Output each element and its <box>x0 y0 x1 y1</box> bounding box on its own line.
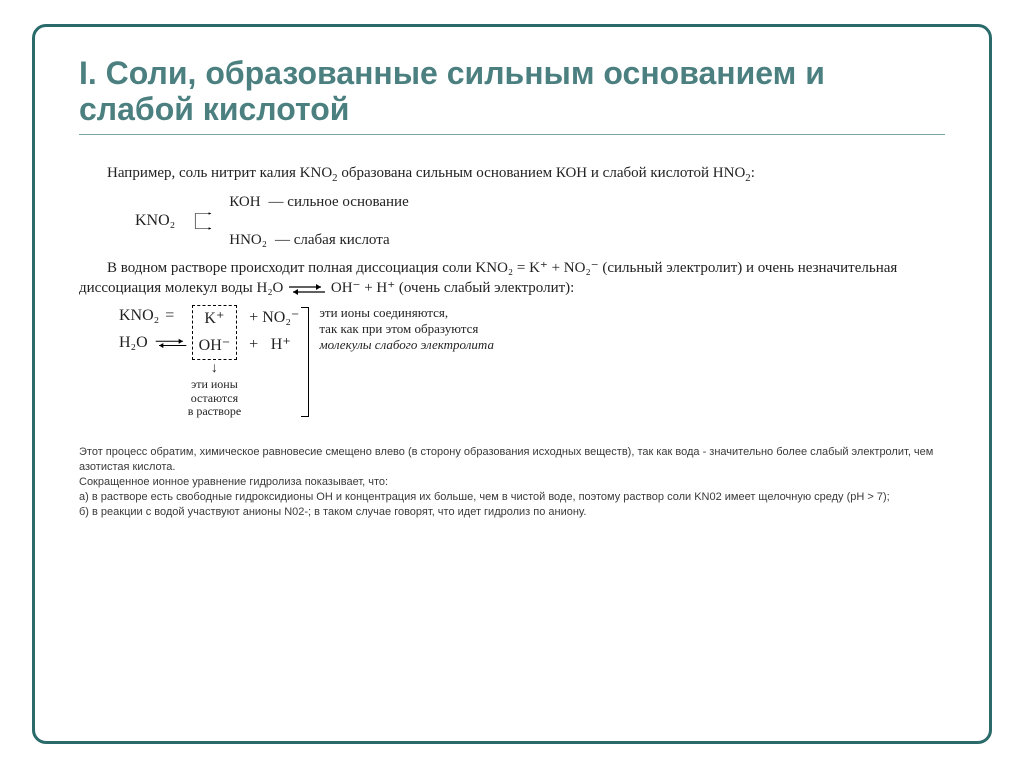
ion-k: K⁺ <box>204 308 224 330</box>
ion-col-1: K⁺ OH⁻ <box>199 308 231 357</box>
note-b2: остаются <box>188 392 241 406</box>
note-r2: так как при этом образуются <box>319 321 494 337</box>
para2-b: OH⁻ + H⁺ (очень слабый электролит): <box>331 280 574 296</box>
slide-frame: I. Соли, образованные сильным основанием… <box>32 24 992 744</box>
plus-1: + <box>249 307 258 329</box>
intro-paragraph: Например, соль нитрит калия KNO2 образов… <box>79 163 945 186</box>
equilibrium-arrow-icon-2 <box>154 336 188 350</box>
sub-2a: 2 <box>332 172 337 184</box>
split-top: КОН — сильное основание <box>229 192 409 212</box>
split-source: KNO₂ <box>135 210 175 232</box>
intro-text-a: Например, соль нитрит калия KNO <box>107 165 332 181</box>
eq-left-col: KNO₂ = H₂O <box>119 305 188 354</box>
footer-p2: Сокращенное ионное уравнение гидролиза п… <box>79 475 945 489</box>
eq-kno2: KNO₂ <box>119 305 159 327</box>
right-bracket-icon <box>301 307 309 418</box>
eq-row-2: H₂O <box>119 332 188 354</box>
ion-oh: OH⁻ <box>199 335 231 357</box>
split-bottom: HNO₂ — слабая кислота <box>229 230 409 250</box>
split-bracket-icon <box>181 211 227 231</box>
equation-block: KNO₂ = H₂O K⁺ OH⁻ <box>119 305 945 420</box>
colon: : <box>751 165 755 181</box>
ion-col-2: NO₂⁻ H⁺ <box>262 307 299 356</box>
plus-col-1: + + <box>249 307 258 356</box>
plus-2: + <box>249 334 258 356</box>
boxed-ions-col: K⁺ OH⁻ ↓ эти ионы остаются в растворе <box>188 305 241 420</box>
content-area: Например, соль нитрит калия KNO2 образов… <box>79 163 945 520</box>
split-branches: КОН — сильное основание HNO₂ — слабая ки… <box>229 192 409 251</box>
footer-p4: б) в реакции с водой участвуют анионы N0… <box>79 505 945 519</box>
footer-block: Этот процесс обратим, химическое равнове… <box>79 445 945 519</box>
eq-equals: = <box>165 305 174 327</box>
footer-p3: а) в растворе есть свободные гидроксидио… <box>79 490 945 504</box>
split-bot-rhs: — слабая кислота <box>275 230 390 250</box>
ion-no2: NO₂⁻ <box>262 307 299 329</box>
note-below: эти ионы остаются в растворе <box>188 378 241 419</box>
note-b3: в растворе <box>188 405 241 419</box>
title-underline <box>79 134 945 135</box>
split-top-lhs: КОН <box>229 192 260 212</box>
intro-text-b: образована сильным основанием КОН и слаб… <box>341 165 745 181</box>
note-r3: молекулы слабого электролита <box>319 337 494 353</box>
eq-h2o: H₂O <box>119 332 148 354</box>
dissociation-split: KNO₂ КОН — сильное основание HNO₂ — слаб… <box>135 192 945 251</box>
ion-h: H⁺ <box>271 334 291 356</box>
slide-title: I. Соли, образованные сильным основанием… <box>79 55 945 129</box>
para-2: В водном растворе происходит полная дисс… <box>79 258 945 299</box>
note-b1: эти ионы <box>188 378 241 392</box>
split-bot-lhs: HNO₂ <box>229 230 267 250</box>
equilibrium-arrow-icon <box>287 283 327 295</box>
note-r1: эти ионы соединяются, <box>319 305 494 321</box>
down-arrow-icon: ↓ <box>211 362 218 376</box>
boxed-ions: K⁺ OH⁻ <box>192 305 238 360</box>
eq-row-1: KNO₂ = <box>119 305 174 327</box>
note-right: эти ионы соединяются, так как при этом о… <box>319 305 494 354</box>
footer-p1: Этот процесс обратим, химическое равнове… <box>79 445 945 474</box>
split-top-rhs: — сильное основание <box>269 192 409 212</box>
